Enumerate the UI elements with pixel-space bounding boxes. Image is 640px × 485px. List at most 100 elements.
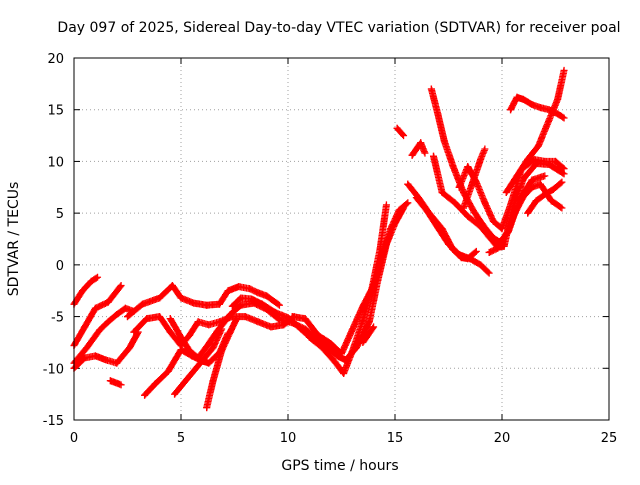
grid (74, 58, 609, 420)
data-point (464, 212, 472, 220)
data-series (305, 201, 390, 377)
data-point (485, 233, 493, 241)
data-point (237, 294, 245, 302)
y-tick-label: 0 (56, 259, 64, 274)
x-tick-label: 0 (70, 431, 78, 446)
data-point (138, 300, 146, 308)
data-point (558, 204, 566, 212)
data-point (228, 302, 236, 310)
data-point (427, 85, 435, 93)
data-point (498, 225, 506, 233)
data-point (171, 390, 179, 398)
data-point (117, 282, 125, 290)
data-series (459, 145, 489, 212)
data-point (248, 295, 256, 303)
data-point (451, 199, 459, 207)
data-point (438, 188, 446, 196)
data-point (459, 204, 467, 212)
data-point (237, 301, 245, 309)
chart-title: Day 097 of 2025, Sidereal Day-to-day VTE… (57, 20, 620, 36)
y-tick-label: 15 (47, 104, 64, 119)
data-point (297, 325, 305, 333)
data-point (177, 346, 185, 354)
data-point (464, 163, 472, 171)
data-point (502, 230, 510, 238)
data-series (393, 124, 408, 140)
data-point (560, 114, 568, 122)
data-point (382, 201, 390, 209)
data-point (534, 142, 542, 150)
data-point (205, 359, 213, 367)
data-point (481, 145, 489, 153)
data-point (218, 325, 226, 333)
data-point (141, 391, 149, 399)
data-point (91, 304, 99, 312)
data-point (168, 282, 176, 290)
data-point (209, 344, 217, 352)
data-point (470, 208, 478, 216)
x-tick-label: 25 (601, 431, 618, 446)
axis-ticks: 0 5 10 15 20 25 -15 -10 -5 0 5 10 15 20 (43, 52, 618, 446)
data-point (507, 106, 515, 114)
data-point (554, 110, 562, 118)
data-point (267, 323, 275, 331)
data-series (408, 139, 429, 159)
data-point (130, 328, 138, 336)
data-point (288, 313, 296, 321)
data-point (254, 318, 262, 326)
data-point (275, 301, 283, 309)
data-point (156, 313, 164, 321)
data-point (400, 132, 408, 140)
data-point (365, 318, 373, 326)
data-point (421, 149, 429, 157)
data-point (489, 217, 497, 225)
data-point (340, 369, 348, 377)
data-point (338, 350, 345, 358)
data-point (485, 248, 493, 256)
data-point (524, 209, 532, 217)
data-point (301, 315, 309, 323)
data-point (233, 315, 241, 323)
x-tick-label: 15 (387, 431, 404, 446)
data-point (481, 199, 489, 207)
data-point (305, 333, 313, 341)
data-series (507, 93, 568, 122)
data-point (126, 344, 134, 352)
data-point (166, 328, 174, 336)
data-point (423, 207, 431, 215)
data-point (186, 347, 194, 355)
data-point (404, 180, 412, 188)
data-series (70, 273, 102, 308)
data-series (124, 282, 283, 321)
data-point (164, 367, 172, 375)
data-point (545, 116, 553, 124)
data-point (245, 285, 253, 293)
y-tick-label: -15 (43, 414, 64, 429)
x-axis-label: GPS time / hours (281, 458, 398, 474)
data-point (104, 298, 112, 306)
data-point (113, 359, 121, 367)
data-point (532, 197, 540, 205)
data-point (124, 313, 131, 321)
data-point (541, 172, 549, 180)
data-point (560, 165, 568, 173)
data-point (528, 183, 536, 191)
data-point (81, 354, 89, 362)
data-point (376, 245, 384, 253)
data-point (440, 137, 448, 145)
data-point (121, 304, 129, 312)
data-point (209, 377, 217, 385)
data-point (177, 333, 185, 341)
data-point (408, 151, 416, 159)
data-series (502, 66, 568, 196)
data-point (254, 289, 262, 297)
data-point (370, 323, 378, 331)
data-point (151, 380, 159, 388)
plot-frame (73, 57, 610, 421)
data-point (524, 155, 532, 163)
data-point (395, 206, 403, 214)
data-point (143, 315, 151, 323)
y-tick-label: 10 (47, 155, 64, 170)
data-point (106, 377, 114, 385)
